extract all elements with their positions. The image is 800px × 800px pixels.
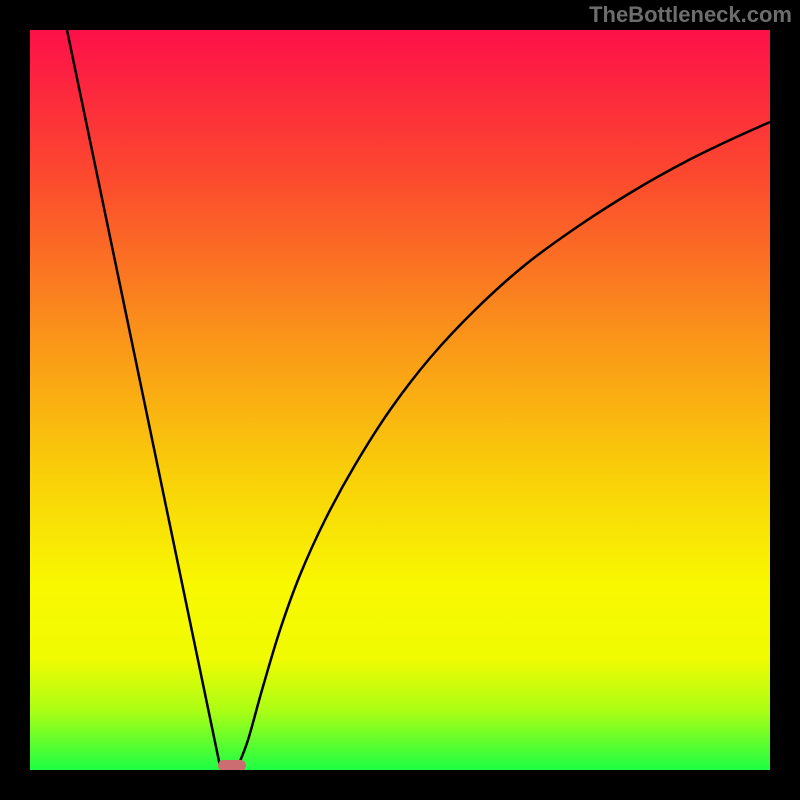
frame-bottom <box>0 770 800 800</box>
curve-left-line <box>67 30 220 766</box>
plot-area <box>30 30 770 770</box>
frame-left <box>0 0 30 800</box>
frame-right <box>770 0 800 800</box>
bottleneck-marker <box>218 760 246 771</box>
curve-right-arc <box>238 122 770 766</box>
watermark-text: TheBottleneck.com <box>589 2 792 28</box>
curve-layer <box>30 30 770 770</box>
chart-container: TheBottleneck.com <box>0 0 800 800</box>
